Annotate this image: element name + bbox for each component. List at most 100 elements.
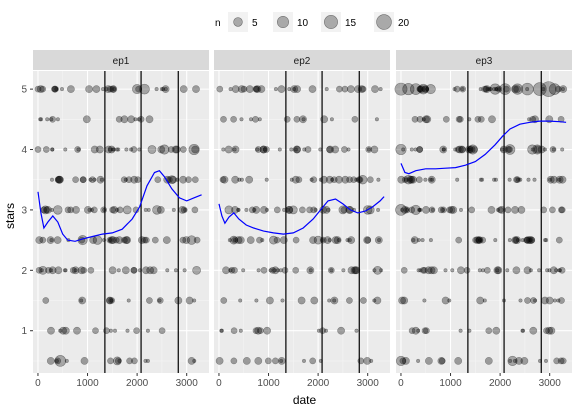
data-point <box>468 145 477 154</box>
data-point <box>241 269 245 273</box>
data-point <box>558 207 564 213</box>
x-tick-label: 3000 <box>176 378 199 389</box>
x-tick-label: 1000 <box>76 378 99 389</box>
data-point <box>257 269 261 273</box>
y-tick-label: 1 <box>21 326 27 337</box>
data-point <box>377 178 381 182</box>
data-point <box>74 269 78 273</box>
data-point <box>431 208 435 212</box>
data-point <box>430 267 437 274</box>
data-point <box>75 146 81 152</box>
data-point <box>81 267 87 273</box>
data-point <box>189 144 199 154</box>
data-point <box>174 269 178 273</box>
data-point <box>533 178 537 182</box>
data-point <box>438 207 444 213</box>
data-point <box>364 357 371 364</box>
data-point <box>238 178 242 182</box>
data-point <box>293 237 299 243</box>
facet-panels: ep1 ep2 ep3 <box>33 50 572 373</box>
data-point <box>163 236 170 243</box>
data-point <box>172 208 176 212</box>
data-point <box>43 146 49 152</box>
data-point <box>90 208 94 212</box>
data-point <box>252 116 258 122</box>
data-point <box>292 176 299 183</box>
data-point <box>541 297 548 304</box>
data-point <box>375 118 379 122</box>
data-point <box>475 116 481 122</box>
data-point <box>423 328 429 334</box>
legend-swatch <box>377 15 392 30</box>
data-point <box>247 236 254 243</box>
data-point <box>272 358 278 364</box>
data-point <box>146 359 150 363</box>
data-point <box>125 148 129 152</box>
data-point <box>131 267 137 273</box>
data-point <box>379 87 383 91</box>
data-point <box>524 297 530 303</box>
data-point <box>159 328 165 334</box>
x-tick-label: 0 <box>216 378 222 389</box>
data-point <box>486 328 492 334</box>
data-point <box>376 208 380 212</box>
data-point <box>367 177 373 183</box>
data-point <box>330 269 334 273</box>
data-point <box>147 208 151 212</box>
data-point <box>317 329 321 333</box>
data-point <box>440 146 447 153</box>
data-point <box>505 145 515 155</box>
data-point <box>53 206 62 215</box>
data-point <box>113 329 117 333</box>
data-point <box>556 237 562 243</box>
data-point <box>396 204 407 215</box>
x-tick-label: 1000 <box>257 378 280 389</box>
data-point <box>35 146 41 152</box>
y-tick-label: 4 <box>21 145 27 156</box>
data-point <box>488 116 495 123</box>
data-point <box>443 116 449 122</box>
x-tick-label: 2000 <box>307 378 330 389</box>
x-axis-title: date <box>293 393 317 407</box>
data-point <box>421 238 425 242</box>
data-point <box>135 177 141 183</box>
data-point <box>548 178 552 182</box>
data-point <box>424 178 428 182</box>
data-point <box>51 148 55 152</box>
data-point <box>366 146 372 152</box>
data-point <box>150 267 157 274</box>
data-point <box>485 357 492 364</box>
data-point <box>240 118 244 122</box>
data-point <box>508 238 512 242</box>
data-point <box>109 267 116 274</box>
data-point <box>39 266 47 274</box>
data-point <box>238 299 242 303</box>
data-point <box>411 205 420 214</box>
strip-label: ep3 <box>476 56 493 67</box>
data-point <box>265 358 271 364</box>
data-point <box>469 207 475 213</box>
data-point <box>192 177 198 183</box>
data-point <box>515 177 521 183</box>
data-point <box>67 85 74 92</box>
data-point <box>43 297 49 303</box>
data-point <box>417 116 423 122</box>
data-point <box>105 146 112 153</box>
data-point <box>83 116 90 123</box>
data-point <box>289 206 297 214</box>
data-point <box>560 358 566 364</box>
data-point <box>477 297 484 304</box>
data-point <box>60 87 64 91</box>
data-point <box>217 86 223 92</box>
data-point <box>230 236 238 244</box>
data-point <box>261 267 267 273</box>
data-point <box>192 207 198 213</box>
data-point <box>327 146 334 153</box>
data-point <box>511 206 518 213</box>
data-point <box>494 267 501 274</box>
data-point <box>245 208 249 212</box>
data-point <box>473 237 479 243</box>
data-point <box>544 359 548 363</box>
data-point <box>360 297 366 303</box>
